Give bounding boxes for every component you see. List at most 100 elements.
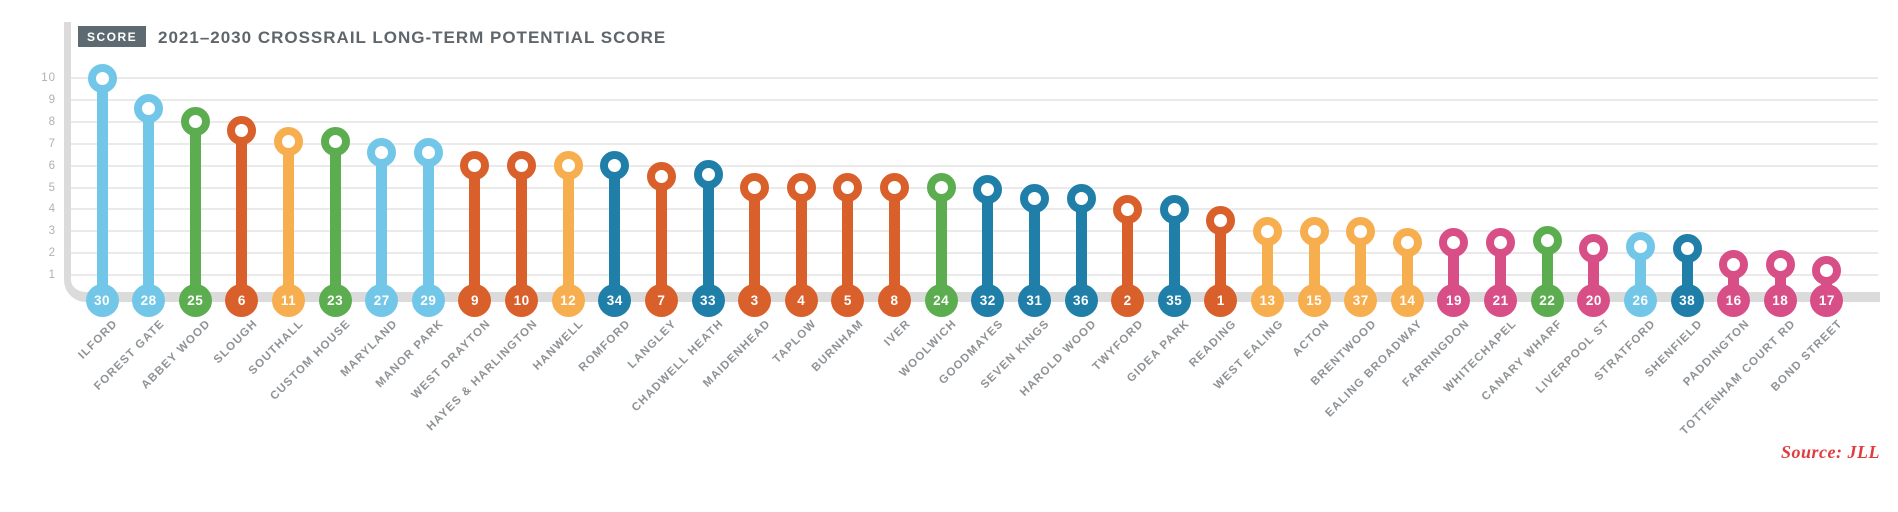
gridline-8 bbox=[71, 120, 1878, 123]
rank-badge-bond-street: 17 bbox=[1810, 283, 1844, 317]
rank-badge-manor-park: 29 bbox=[411, 283, 445, 317]
pin-stem bbox=[1728, 264, 1740, 297]
pin-stem bbox=[655, 176, 667, 297]
gridline-6 bbox=[71, 164, 1878, 167]
y-tick-label-6: 6 bbox=[48, 159, 56, 172]
gridline-4 bbox=[71, 208, 1878, 211]
score-ring-icon bbox=[1392, 227, 1422, 257]
rank-badge-twyford: 2 bbox=[1111, 283, 1145, 317]
y-tick-label-3: 3 bbox=[48, 225, 56, 238]
score-ring-icon bbox=[833, 173, 863, 202]
rank-badge-brentwood: 37 bbox=[1344, 283, 1378, 317]
rank-badge-langley: 7 bbox=[644, 283, 678, 317]
y-tick-label-7: 7 bbox=[48, 137, 56, 150]
rank-badge-romford: 34 bbox=[598, 283, 632, 317]
rank-badge-hanwell: 12 bbox=[551, 283, 585, 317]
score-ring-icon bbox=[87, 63, 117, 93]
pin-stem bbox=[1774, 264, 1786, 297]
chart-title: 2021–2030 CROSSRAIL LONG-TERM POTENTIAL … bbox=[158, 28, 667, 47]
score-ring-icon bbox=[413, 137, 443, 167]
rank-badge-slough: 6 bbox=[225, 283, 259, 317]
pin-stem bbox=[982, 189, 994, 297]
rank-badge-iver: 8 bbox=[878, 283, 912, 317]
pin-stem bbox=[1541, 240, 1553, 297]
score-ring-icon bbox=[1299, 216, 1329, 246]
y-tick-label-8: 8 bbox=[48, 115, 56, 128]
pin-stem bbox=[236, 130, 248, 297]
pin-stem bbox=[1588, 248, 1600, 297]
rank-badge-custom-house: 23 bbox=[318, 283, 352, 317]
rank-badge-forest-gate: 28 bbox=[132, 283, 166, 317]
rank-badge-southall: 11 bbox=[271, 283, 305, 317]
rank-badge-canary-wharf: 22 bbox=[1530, 283, 1564, 317]
score-ring-icon bbox=[1532, 225, 1562, 255]
rank-badge-farringdon: 19 bbox=[1437, 283, 1471, 317]
rank-badge-whitechapel: 21 bbox=[1484, 283, 1518, 317]
score-ring-icon bbox=[786, 173, 816, 202]
score-ring-icon bbox=[926, 173, 956, 202]
rank-badge-paddington: 16 bbox=[1717, 283, 1751, 317]
pin-stem bbox=[1122, 209, 1134, 297]
rank-badge-harold-wood: 36 bbox=[1064, 283, 1098, 317]
pin-stem bbox=[96, 78, 108, 297]
pin-stem bbox=[1308, 231, 1320, 297]
pin-stem bbox=[1075, 198, 1087, 297]
pin-stem bbox=[889, 187, 901, 297]
rank-badge-abbey-wood: 25 bbox=[178, 283, 212, 317]
gridline-1 bbox=[71, 274, 1878, 277]
pin-stem bbox=[702, 174, 714, 297]
score-ring-icon bbox=[693, 159, 723, 189]
score-ring-icon bbox=[1019, 183, 1049, 213]
score-ring-icon bbox=[600, 151, 630, 181]
rank-badge-woolwich: 24 bbox=[924, 283, 958, 317]
pin-stem bbox=[562, 165, 574, 297]
score-ring-icon bbox=[1159, 194, 1189, 224]
pin-stem bbox=[1355, 231, 1367, 297]
score-ring-icon bbox=[1812, 256, 1842, 286]
pin-stem bbox=[842, 187, 854, 297]
source-credit: Source: JLL bbox=[1781, 442, 1880, 462]
gridline-2 bbox=[71, 252, 1878, 255]
pin-stem bbox=[1495, 242, 1507, 297]
rank-badge-ealing-broadway: 14 bbox=[1390, 283, 1424, 317]
pin-stem bbox=[1634, 246, 1646, 297]
score-ring-icon bbox=[1625, 232, 1655, 262]
y-tick-label-9: 9 bbox=[48, 93, 56, 106]
pin-stem bbox=[935, 187, 947, 297]
score-ring-icon bbox=[1765, 249, 1795, 279]
score-ring-icon bbox=[1066, 183, 1096, 213]
score-ring-icon bbox=[227, 116, 257, 146]
score-ring-icon bbox=[1206, 205, 1236, 235]
score-ring-icon bbox=[134, 94, 164, 124]
pin-stem bbox=[376, 152, 388, 297]
pin-stem bbox=[609, 165, 621, 297]
rank-badge-reading: 1 bbox=[1204, 283, 1238, 317]
rank-badge-ilford: 30 bbox=[85, 283, 119, 317]
pin-stem bbox=[516, 165, 528, 297]
gridline-9 bbox=[71, 98, 1878, 101]
pin-stem bbox=[422, 152, 434, 297]
gridline-7 bbox=[71, 142, 1878, 145]
rank-badge-burnham: 5 bbox=[831, 283, 865, 317]
score-badge: SCORE bbox=[78, 26, 147, 47]
score-ring-icon bbox=[1579, 234, 1609, 264]
rank-badge-maidenhead: 3 bbox=[738, 283, 772, 317]
score-ring-icon bbox=[880, 173, 910, 202]
score-ring-icon bbox=[740, 173, 770, 202]
pin-stem bbox=[1215, 220, 1227, 297]
score-ring-icon bbox=[1346, 216, 1376, 246]
pin-stem bbox=[469, 165, 481, 297]
y-tick-label-10: 10 bbox=[41, 72, 56, 84]
score-ring-icon bbox=[1113, 194, 1143, 224]
score-ring-icon bbox=[273, 127, 303, 156]
rank-badge-seven-kings: 31 bbox=[1017, 283, 1051, 317]
score-ring-icon bbox=[553, 151, 583, 181]
y-tick-label-1: 1 bbox=[48, 269, 56, 282]
score-ring-icon bbox=[367, 137, 397, 167]
score-ring-icon bbox=[180, 107, 210, 137]
score-ring-icon bbox=[1439, 227, 1469, 257]
y-tick-label-2: 2 bbox=[48, 247, 56, 260]
pin-stem bbox=[282, 141, 294, 297]
pin-stem bbox=[1168, 209, 1180, 297]
